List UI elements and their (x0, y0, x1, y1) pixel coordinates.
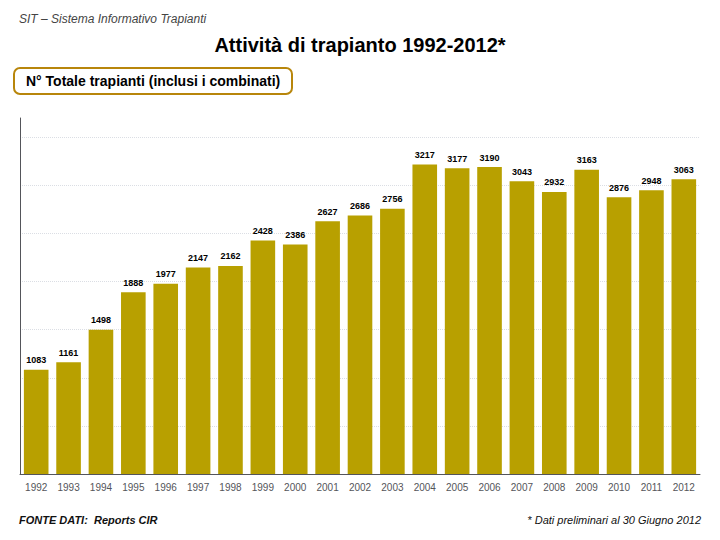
svg-text:1977: 1977 (156, 269, 176, 279)
svg-text:3177: 3177 (447, 154, 467, 164)
svg-text:Attività di trapianto 1992-201: Attività di trapianto 1992-2012* (214, 34, 505, 56)
svg-text:1993: 1993 (57, 482, 80, 493)
svg-text:1498: 1498 (91, 315, 111, 325)
svg-text:2007: 2007 (511, 482, 534, 493)
svg-text:2008: 2008 (543, 482, 566, 493)
svg-text:2428: 2428 (253, 226, 273, 236)
svg-text:N° Totale trapianti (inclusi i: N° Totale trapianti (inclusi i combinati… (26, 73, 280, 89)
svg-text:2012: 2012 (673, 482, 696, 493)
svg-text:1999: 1999 (252, 482, 275, 493)
svg-text:2948: 2948 (641, 176, 661, 186)
svg-text:2010: 2010 (608, 482, 631, 493)
svg-text:2006: 2006 (478, 482, 501, 493)
svg-text:2932: 2932 (544, 177, 564, 187)
svg-text:1992: 1992 (25, 482, 48, 493)
svg-text:2011: 2011 (641, 482, 663, 493)
svg-text:2000: 2000 (284, 482, 307, 493)
svg-text:2686: 2686 (350, 201, 370, 211)
svg-text:2386: 2386 (285, 230, 305, 240)
svg-text:1995: 1995 (122, 482, 145, 493)
svg-text:2005: 2005 (446, 482, 469, 493)
svg-text:2627: 2627 (318, 207, 338, 217)
svg-text:2004: 2004 (414, 482, 437, 493)
svg-text:1083: 1083 (26, 355, 46, 365)
svg-text:2147: 2147 (188, 253, 208, 263)
svg-text:3190: 3190 (480, 153, 500, 163)
svg-text:1996: 1996 (155, 482, 178, 493)
svg-text:2002: 2002 (349, 482, 372, 493)
svg-text:SIT – Sistema Informativo Trap: SIT – Sistema Informativo Trapianti (19, 12, 207, 26)
svg-text:* Dati preliminari al 30 Giugn: * Dati preliminari al 30 Giugno 2012 (527, 514, 701, 526)
svg-text:3043: 3043 (512, 167, 532, 177)
svg-text:2756: 2756 (382, 194, 402, 204)
svg-text:2162: 2162 (220, 251, 240, 261)
svg-text:1998: 1998 (219, 482, 242, 493)
svg-text:1888: 1888 (123, 278, 143, 288)
svg-text:2009: 2009 (576, 482, 599, 493)
svg-text:FONTE DATI: Reports CIR: FONTE DATI: Reports CIR (19, 514, 158, 526)
svg-text:1161: 1161 (59, 348, 79, 358)
svg-text:1994: 1994 (90, 482, 113, 493)
svg-text:2876: 2876 (609, 183, 629, 193)
svg-text:3217: 3217 (415, 150, 435, 160)
svg-text:2001: 2001 (316, 482, 339, 493)
svg-text:3163: 3163 (577, 155, 597, 165)
svg-text:2003: 2003 (381, 482, 404, 493)
svg-text:1997: 1997 (187, 482, 210, 493)
svg-text:3063: 3063 (674, 165, 694, 175)
